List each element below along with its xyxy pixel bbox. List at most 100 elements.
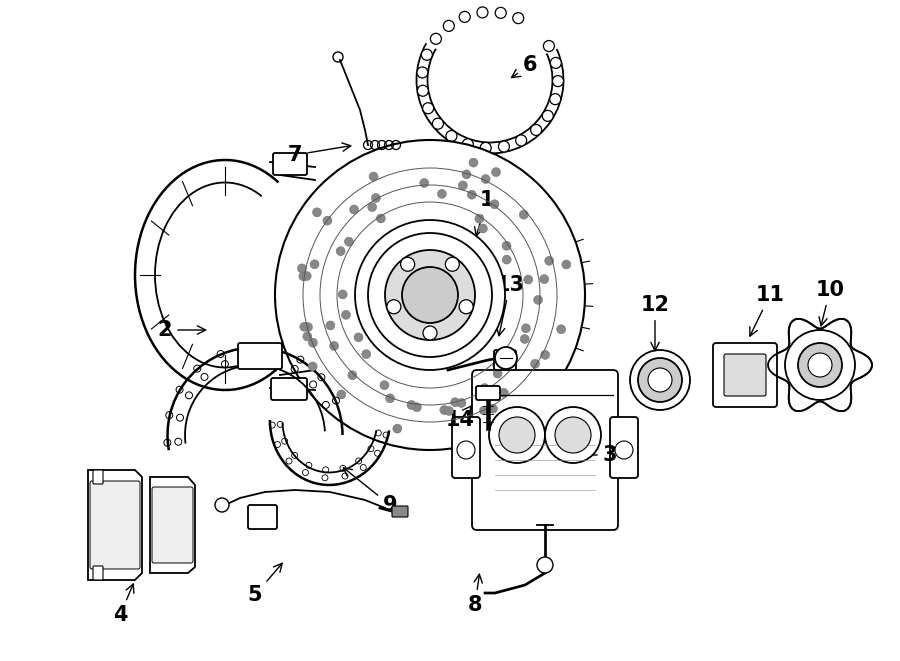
FancyBboxPatch shape: [152, 487, 193, 563]
Circle shape: [446, 257, 459, 271]
Circle shape: [430, 33, 441, 44]
Circle shape: [338, 290, 347, 299]
Circle shape: [490, 200, 499, 209]
Circle shape: [550, 94, 561, 104]
Text: 1: 1: [474, 190, 494, 236]
Circle shape: [550, 58, 562, 69]
Text: 2: 2: [158, 320, 206, 340]
Circle shape: [638, 358, 682, 402]
Circle shape: [412, 403, 421, 412]
Circle shape: [297, 264, 306, 273]
Circle shape: [368, 202, 377, 212]
Circle shape: [502, 255, 511, 264]
Circle shape: [615, 441, 633, 459]
Circle shape: [349, 205, 358, 214]
FancyBboxPatch shape: [238, 343, 282, 369]
Circle shape: [369, 172, 378, 181]
Circle shape: [345, 237, 354, 246]
Circle shape: [467, 190, 476, 199]
Text: 10: 10: [815, 280, 844, 326]
Circle shape: [440, 405, 449, 414]
Circle shape: [544, 40, 554, 52]
Circle shape: [275, 140, 585, 450]
Circle shape: [459, 299, 473, 314]
Circle shape: [481, 142, 491, 153]
Text: 14: 14: [446, 405, 474, 430]
Circle shape: [310, 260, 320, 269]
Circle shape: [545, 407, 601, 463]
Circle shape: [341, 310, 350, 319]
Text: 3: 3: [574, 445, 617, 465]
Circle shape: [556, 325, 565, 334]
Circle shape: [451, 398, 460, 407]
Circle shape: [499, 417, 535, 453]
Circle shape: [302, 272, 311, 280]
FancyBboxPatch shape: [93, 566, 103, 580]
Circle shape: [531, 124, 542, 136]
Circle shape: [462, 170, 471, 179]
Circle shape: [489, 407, 545, 463]
FancyBboxPatch shape: [248, 505, 277, 529]
FancyBboxPatch shape: [271, 378, 307, 400]
Circle shape: [303, 323, 312, 332]
Circle shape: [419, 178, 428, 188]
Text: 11: 11: [750, 285, 785, 336]
Circle shape: [445, 407, 454, 415]
Text: 8: 8: [468, 574, 482, 615]
Circle shape: [541, 350, 550, 360]
Circle shape: [354, 333, 363, 342]
Circle shape: [459, 11, 470, 22]
Circle shape: [482, 175, 490, 184]
Circle shape: [520, 334, 529, 344]
Circle shape: [423, 326, 437, 340]
Circle shape: [336, 247, 345, 256]
Circle shape: [444, 20, 454, 31]
Circle shape: [555, 417, 591, 453]
Circle shape: [519, 210, 528, 219]
Circle shape: [400, 257, 415, 271]
Circle shape: [368, 233, 492, 357]
Text: 9: 9: [344, 468, 397, 515]
Circle shape: [553, 75, 563, 87]
Circle shape: [323, 216, 332, 225]
FancyBboxPatch shape: [90, 481, 140, 569]
Text: 5: 5: [248, 563, 283, 605]
Circle shape: [329, 341, 338, 350]
FancyBboxPatch shape: [724, 354, 766, 396]
Circle shape: [630, 350, 690, 410]
Text: 13: 13: [496, 275, 525, 336]
FancyBboxPatch shape: [452, 417, 480, 478]
Circle shape: [458, 181, 467, 190]
Circle shape: [499, 141, 509, 152]
Circle shape: [500, 388, 508, 397]
Circle shape: [215, 498, 229, 512]
Circle shape: [380, 381, 389, 390]
Circle shape: [475, 214, 484, 223]
Circle shape: [402, 267, 458, 323]
Circle shape: [479, 224, 488, 233]
Circle shape: [544, 256, 554, 265]
FancyBboxPatch shape: [610, 417, 638, 478]
Circle shape: [326, 321, 335, 330]
Circle shape: [308, 362, 317, 371]
Circle shape: [648, 368, 672, 392]
Circle shape: [300, 323, 309, 331]
Circle shape: [808, 353, 832, 377]
Circle shape: [376, 214, 385, 223]
Text: 6: 6: [511, 55, 537, 77]
Circle shape: [337, 390, 346, 399]
Circle shape: [491, 168, 500, 176]
Circle shape: [495, 7, 506, 19]
Circle shape: [446, 130, 457, 141]
Circle shape: [513, 13, 524, 24]
Text: 4: 4: [112, 584, 134, 625]
Circle shape: [480, 406, 489, 415]
Circle shape: [299, 272, 308, 281]
Text: 12: 12: [641, 295, 670, 351]
Circle shape: [492, 360, 501, 369]
Circle shape: [312, 208, 321, 217]
Circle shape: [469, 158, 478, 167]
Circle shape: [407, 401, 416, 410]
FancyBboxPatch shape: [494, 350, 516, 370]
Polygon shape: [88, 470, 142, 580]
